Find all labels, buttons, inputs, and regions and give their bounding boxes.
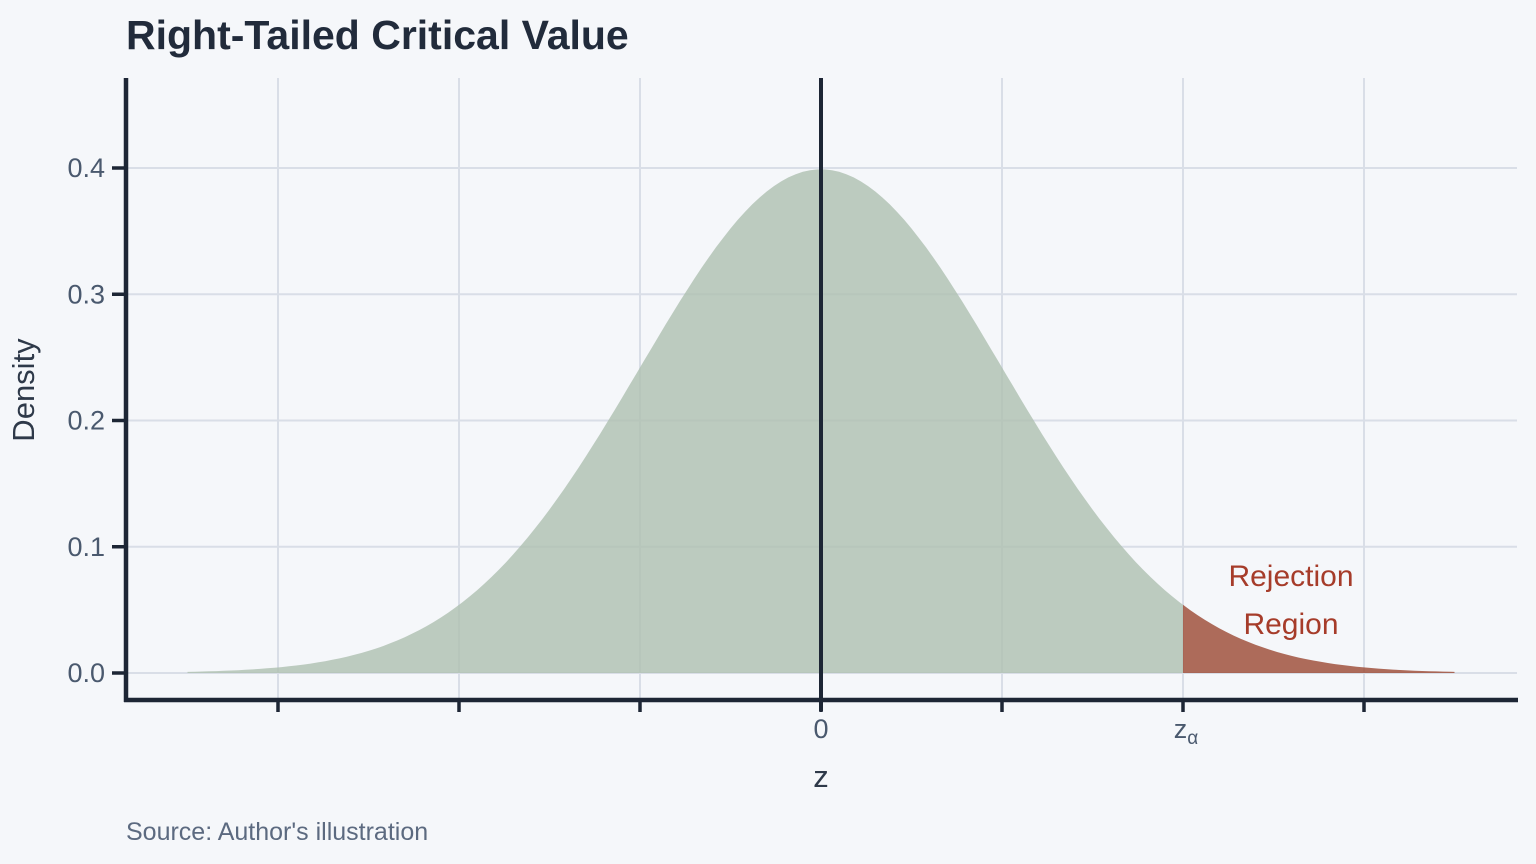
rejection-region-label-line-2: Region (1243, 608, 1338, 641)
axes (123, 78, 1518, 703)
density-area-body (187, 169, 1183, 673)
chart-title: Right-Tailed Critical Value (126, 12, 629, 58)
x-axis-title: z (813, 759, 829, 794)
source-caption: Source: Author's illustration (126, 818, 428, 846)
y-tick-label: 0.0 (67, 658, 105, 688)
x-tick-label-critical-value: zα (1174, 714, 1199, 749)
y-tick-label: 0.1 (67, 532, 105, 562)
tick-labels: 0.0 0.1 0.2 0.3 0.4 0 zα (67, 153, 1198, 749)
x-tick-label-zero: 0 (813, 714, 828, 744)
y-tick-label: 0.2 (67, 406, 105, 436)
y-tick-label: 0.4 (67, 153, 105, 183)
rejection-region-label-line-1: Rejection (1228, 560, 1353, 593)
density-areas (187, 169, 1455, 673)
tick-marks (112, 166, 1366, 712)
y-tick-label: 0.3 (67, 279, 105, 309)
y-axis-title: Density (6, 338, 41, 442)
rejection-region-area (1183, 604, 1455, 673)
